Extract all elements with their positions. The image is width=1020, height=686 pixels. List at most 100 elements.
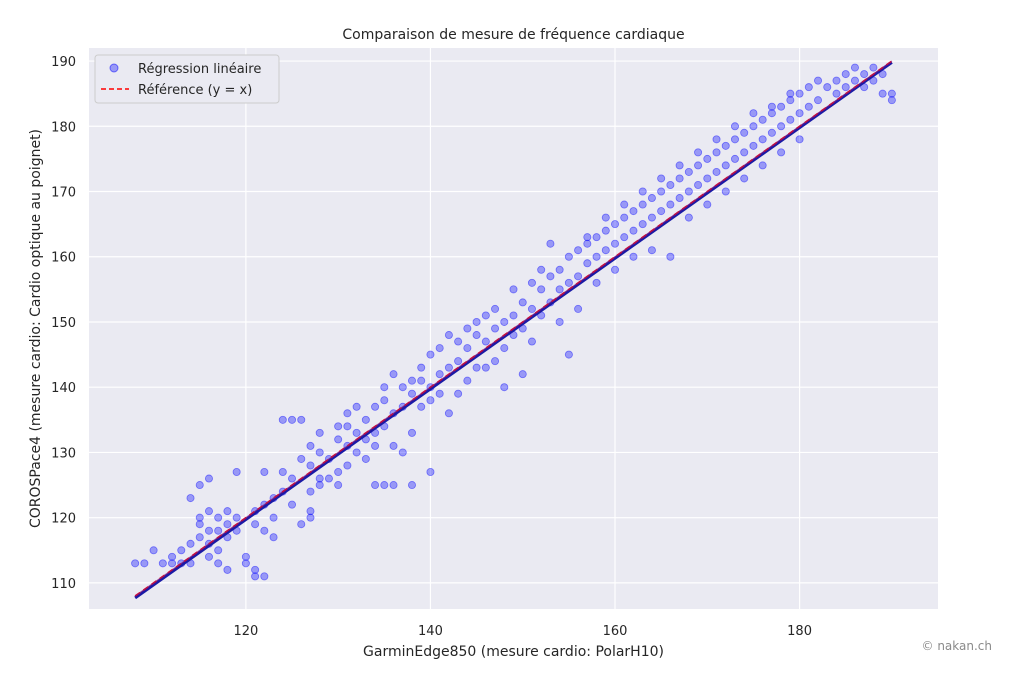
scatter-point <box>869 63 878 72</box>
scatter-point <box>371 481 380 490</box>
scatter-point <box>500 344 509 353</box>
scatter-point <box>684 213 693 222</box>
scatter-point <box>740 174 749 183</box>
scatter-point <box>241 552 250 561</box>
scatter-point <box>712 167 721 176</box>
scatter-point <box>491 304 500 313</box>
tick-labels: 120 140 160 180 110 120 130 140 150 160 170 180 190 <box>51 55 812 639</box>
scatter-point <box>795 89 804 98</box>
scatter-point <box>518 298 527 307</box>
scatter-point <box>177 546 186 555</box>
scatter-point <box>592 252 601 261</box>
scatter-point <box>675 174 684 183</box>
scatter-point <box>223 520 232 529</box>
scatter-point <box>767 109 776 118</box>
scatter-point <box>601 246 610 255</box>
scatter-point <box>444 331 453 340</box>
scatter-point <box>574 304 583 313</box>
scatter-point <box>758 115 767 124</box>
y-axis-label: COROSPace4 (mesure cardio: Cardio optiqu… <box>28 129 44 528</box>
scatter-point <box>223 507 232 516</box>
legend-entry-reference: Référence (y = x) <box>138 83 252 98</box>
scatter-point <box>601 226 610 235</box>
scatter-point <box>232 468 241 477</box>
scatter-point <box>795 109 804 118</box>
scatter-point <box>315 428 324 437</box>
scatter-point <box>500 383 509 392</box>
scatter-point <box>407 481 416 490</box>
scatter-point <box>481 311 490 320</box>
scatter-point <box>380 396 389 405</box>
scatter-point <box>823 83 832 92</box>
scatter-point <box>712 135 721 144</box>
scatter-point <box>749 122 758 131</box>
scatter-point <box>721 141 730 150</box>
scatter-point <box>361 454 370 463</box>
scatter-point <box>288 415 297 424</box>
scatter-point <box>260 468 269 477</box>
scatter-point <box>435 344 444 353</box>
scatter-point <box>444 409 453 418</box>
scatter-point <box>684 187 693 196</box>
scatter-point <box>324 474 333 483</box>
x-tick-label: 120 <box>233 624 258 639</box>
scatter-point <box>491 324 500 333</box>
scatter-point <box>195 520 204 529</box>
scatter-point <box>527 337 536 346</box>
scatter-point <box>315 481 324 490</box>
scatter-point <box>278 415 287 424</box>
scatter-point <box>537 265 546 274</box>
scatter-point <box>887 96 896 105</box>
scatter-point <box>343 461 352 470</box>
scatter-point <box>454 337 463 346</box>
scatter-point <box>417 363 426 372</box>
scatter-point <box>398 448 407 457</box>
scatter-point <box>297 520 306 529</box>
scatter-point <box>186 539 195 548</box>
scatter-point <box>288 474 297 483</box>
scatter-point <box>195 533 204 542</box>
scatter-point <box>518 370 527 379</box>
scatter-point <box>204 507 213 516</box>
regression-trend-line <box>134 61 893 600</box>
scatter-point <box>629 226 638 235</box>
scatter-point <box>777 148 786 157</box>
scatter-point <box>334 422 343 431</box>
scatter-point <box>611 220 620 229</box>
scatter-point <box>786 96 795 105</box>
scatter-point <box>712 148 721 157</box>
scatter-point <box>767 128 776 137</box>
scatter-point <box>555 265 564 274</box>
scatter-point <box>657 207 666 216</box>
legend: Régression linéaire Référence (y = x) <box>94 54 280 104</box>
scatter-point <box>131 559 140 568</box>
scatter-point <box>620 200 629 209</box>
scatter-point <box>343 409 352 418</box>
scatter-point <box>251 520 260 529</box>
scatter-point <box>315 474 324 483</box>
scatter-point <box>343 422 352 431</box>
scatter-point <box>407 376 416 385</box>
x-tick-label: 140 <box>418 624 443 639</box>
scatter-point <box>684 167 693 176</box>
scatter-point <box>278 468 287 477</box>
scatter-point <box>592 278 601 287</box>
scatter-point <box>417 376 426 385</box>
scatter-point <box>694 148 703 157</box>
scatter-point <box>195 513 204 522</box>
scatter-point <box>620 213 629 222</box>
scatter-point <box>638 220 647 229</box>
scatter-point <box>481 337 490 346</box>
scatter-point <box>334 481 343 490</box>
x-axis-label: GarminEdge850 (mesure cardio: PolarH10) <box>363 644 664 660</box>
scatter-point <box>491 357 500 366</box>
scatter-point <box>204 526 213 535</box>
scatter-point <box>758 135 767 144</box>
scatter-point <box>703 174 712 183</box>
scatter-point <box>435 370 444 379</box>
scatter-point <box>214 546 223 555</box>
scatter-point <box>214 559 223 568</box>
scatter-point <box>657 174 666 183</box>
scatter-point <box>666 252 675 261</box>
